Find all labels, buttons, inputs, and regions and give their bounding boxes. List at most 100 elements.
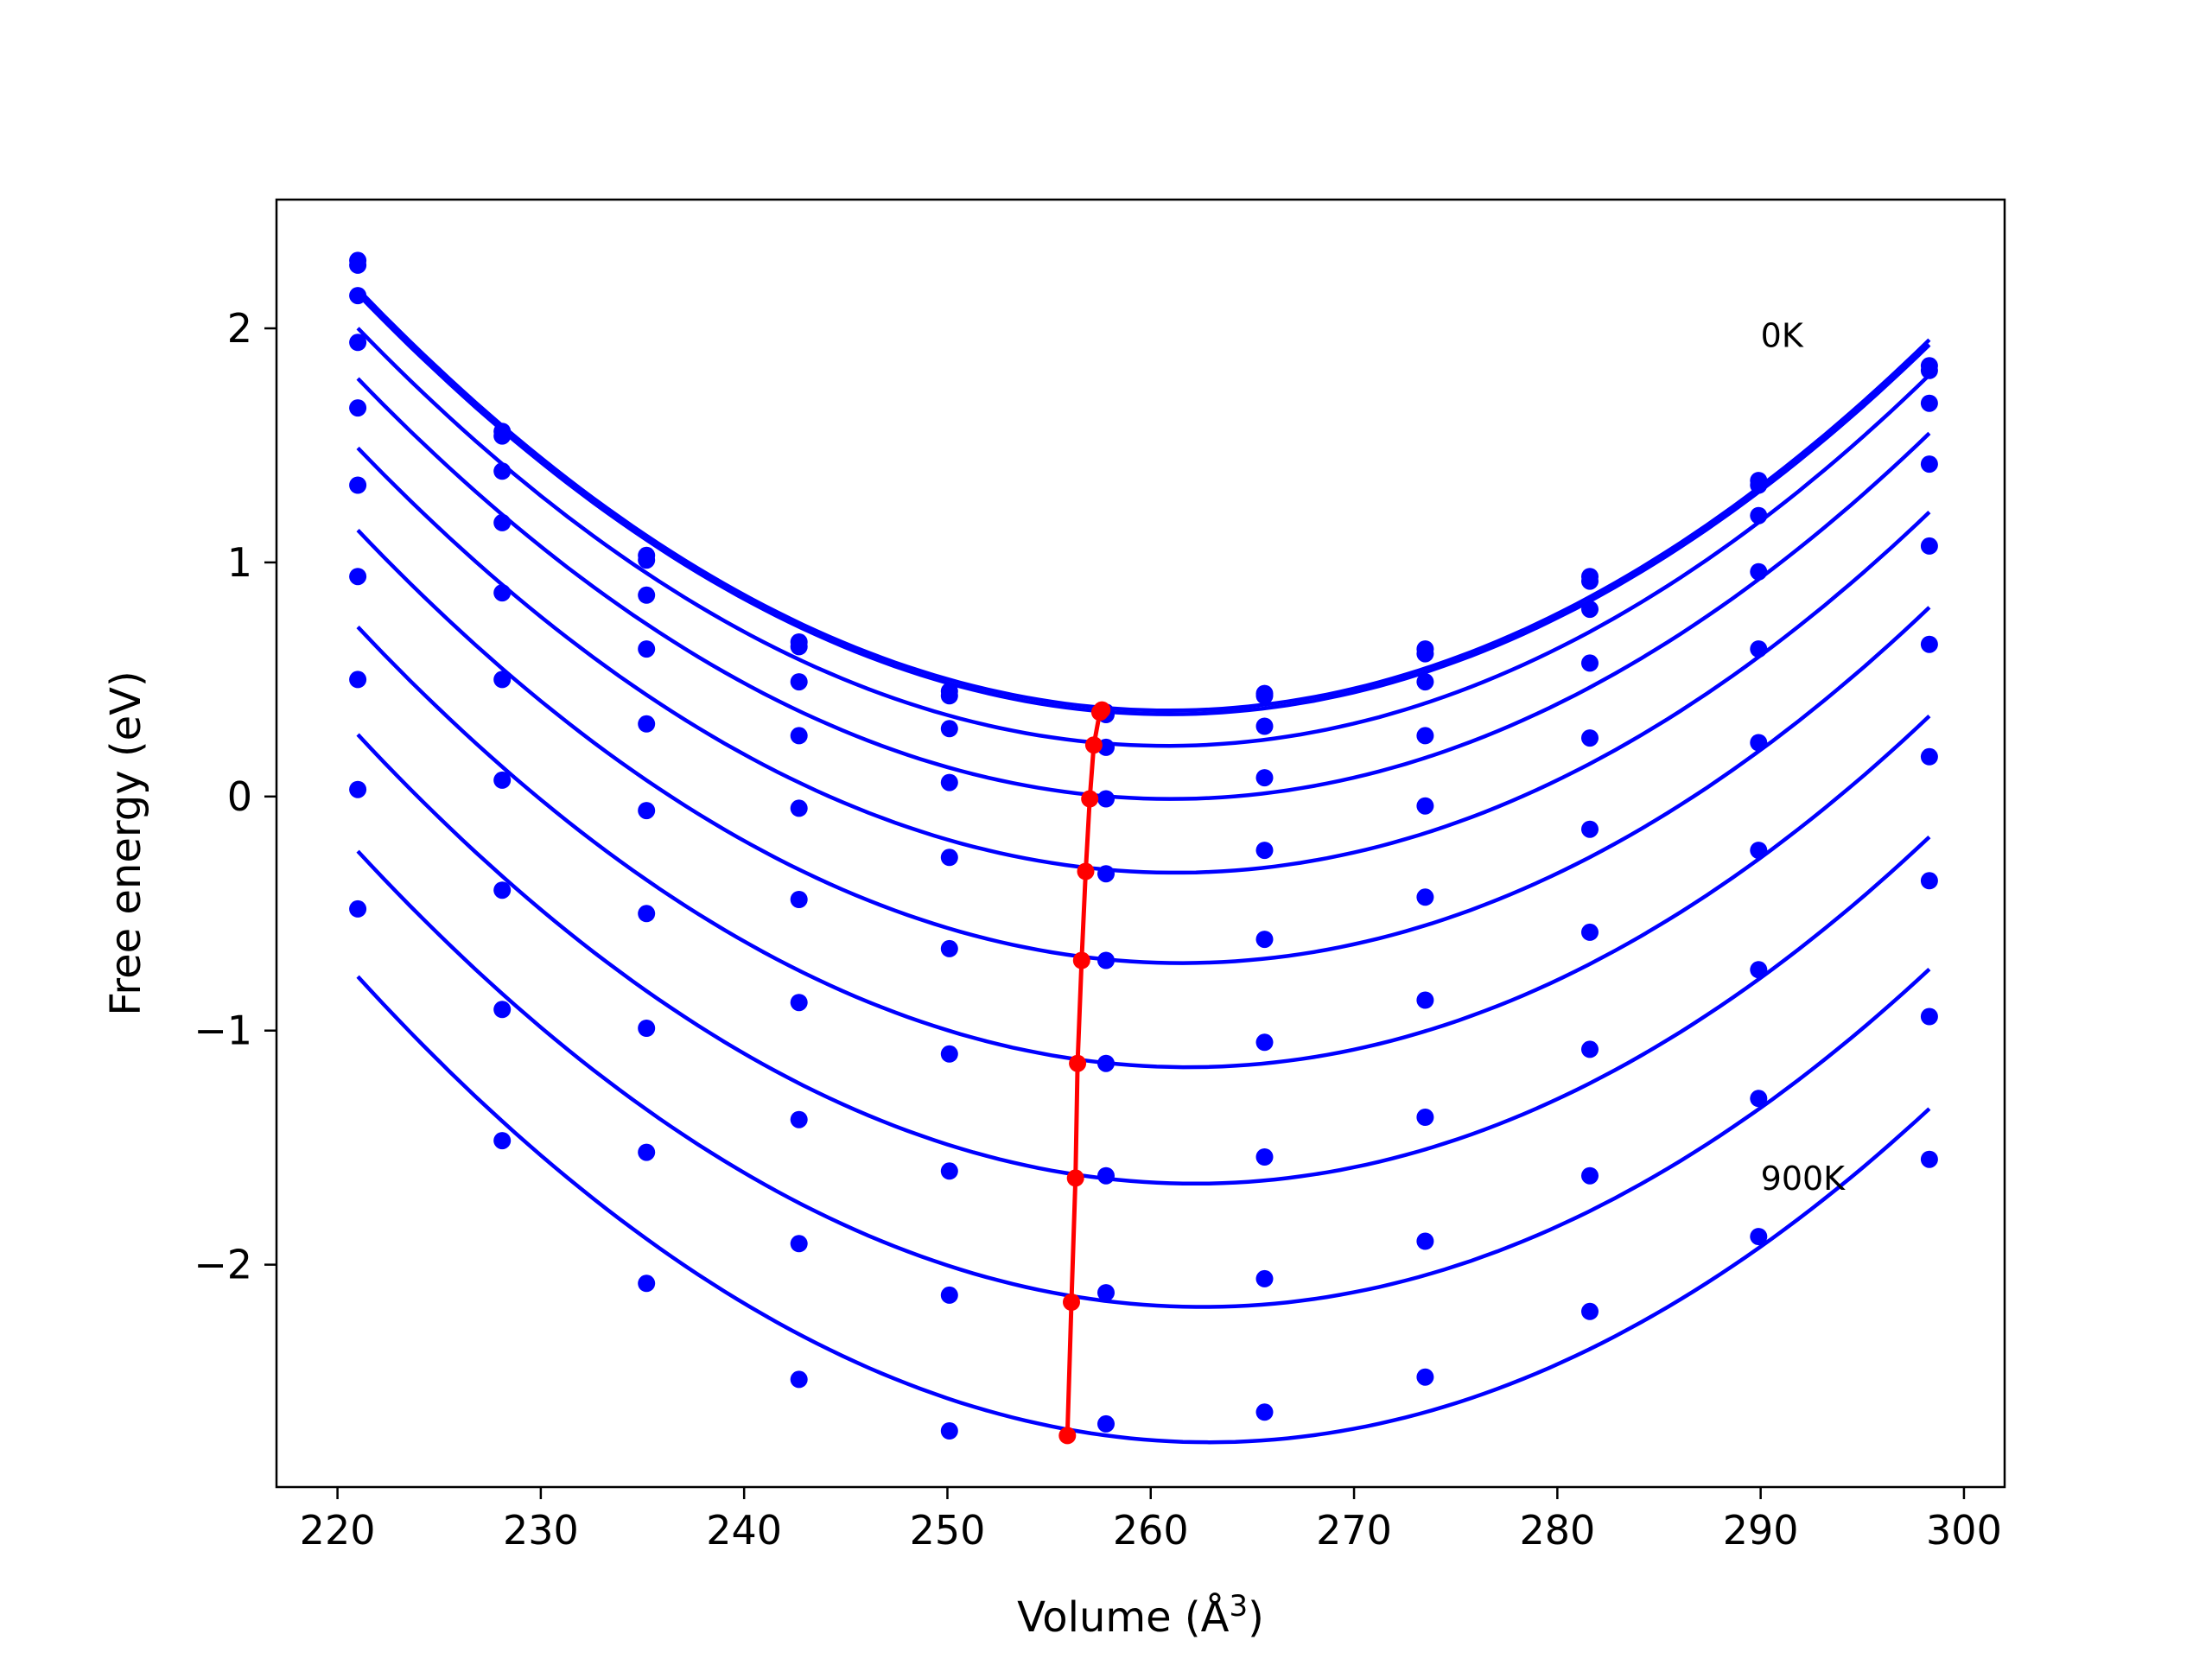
data-point-5-5 — [1097, 951, 1115, 969]
data-point-9-1 — [493, 1132, 512, 1150]
plot-area — [276, 200, 2005, 1487]
fit-curve-8 — [356, 849, 1931, 1309]
data-point-6-3 — [790, 994, 808, 1012]
data-point-7-2 — [638, 1020, 656, 1037]
data-point-7-6 — [1255, 1148, 1274, 1166]
x-tick-label-290: 290 — [1723, 1507, 1799, 1554]
x-axis-ticks: 220 230 240 250 260 270 280 290 300 — [300, 1487, 2002, 1554]
data-point-4-4 — [940, 849, 958, 867]
curves-layer — [349, 251, 1938, 1445]
annotation-0: 0K — [1761, 317, 1804, 355]
equilibrium-point-3 — [1081, 790, 1099, 808]
data-point-9-4 — [940, 1422, 958, 1440]
data-point-7-1 — [493, 881, 512, 899]
data-point-5-3 — [790, 891, 808, 908]
data-point-6-0 — [349, 568, 367, 586]
data-point-4-2 — [638, 715, 656, 733]
data-point-9-9 — [1750, 1228, 1768, 1246]
equilibrium-point-4 — [1077, 862, 1095, 880]
equilibrium-point-8 — [1063, 1294, 1080, 1311]
fit-curve-5 — [356, 529, 1931, 965]
x-tick-label-270: 270 — [1316, 1507, 1392, 1554]
data-point-2-0 — [349, 287, 367, 305]
data-point-2-2 — [638, 586, 656, 604]
data-point-2-9 — [1750, 506, 1768, 524]
data-point-1-10 — [1920, 361, 1938, 379]
y-axis-ticks: −2 −1 0 1 2 — [194, 305, 276, 1288]
data-point-8-8 — [1581, 1166, 1599, 1185]
data-point-8-3 — [790, 1235, 808, 1253]
data-point-2-4 — [940, 720, 958, 738]
x-tick-label-260: 260 — [1113, 1507, 1189, 1554]
data-point-7-0 — [349, 671, 367, 689]
data-point-4-1 — [493, 584, 512, 602]
data-point-6-7 — [1416, 991, 1434, 1009]
data-point-5-4 — [940, 939, 958, 957]
data-point-9-5 — [1097, 1414, 1115, 1433]
equilibrium-layer — [1058, 701, 1111, 1445]
data-point-7-8 — [1581, 1040, 1599, 1058]
data-point-5-10 — [1920, 635, 1938, 653]
data-point-7-3 — [790, 1110, 808, 1128]
data-point-8-6 — [1255, 1269, 1274, 1287]
data-point-6-8 — [1581, 923, 1599, 941]
equilibrium-point-7 — [1066, 1169, 1084, 1187]
data-point-4-0 — [349, 399, 367, 417]
data-point-3-8 — [1581, 654, 1599, 672]
data-point-1-7 — [1416, 645, 1434, 663]
data-point-5-1 — [493, 671, 512, 689]
data-point-8-9 — [1750, 1090, 1768, 1108]
data-point-4-10 — [1920, 537, 1938, 555]
equilibrium-point-5 — [1072, 951, 1090, 969]
equilibrium-point-9 — [1058, 1427, 1077, 1445]
data-point-9-8 — [1581, 1302, 1599, 1320]
data-point-1-2 — [638, 551, 656, 569]
data-point-6-4 — [940, 1045, 958, 1063]
x-axis-label-superscript: 3 — [1229, 1589, 1248, 1624]
equilibrium-line — [1065, 708, 1104, 1436]
data-point-8-2 — [638, 1143, 656, 1161]
y-tick-label-3: 1 — [227, 539, 252, 586]
fit-curve-0 — [356, 287, 1931, 713]
data-point-8-7 — [1416, 1232, 1434, 1250]
data-point-3-9 — [1750, 563, 1768, 581]
data-point-7-5 — [1097, 1166, 1115, 1185]
data-point-9-10 — [1920, 1150, 1938, 1168]
data-point-8-1 — [493, 1001, 512, 1019]
fit-curve-7 — [356, 733, 1931, 1186]
data-point-4-5 — [1097, 865, 1115, 883]
data-point-3-4 — [940, 773, 958, 791]
data-point-1-6 — [1255, 687, 1274, 705]
data-point-9-6 — [1255, 1403, 1274, 1421]
data-point-1-1 — [493, 427, 512, 445]
y-tick-label-0: −2 — [194, 1242, 252, 1288]
data-point-9-2 — [638, 1274, 656, 1293]
data-point-4-3 — [790, 799, 808, 817]
fit-curve-1 — [356, 292, 1931, 716]
data-point-7-7 — [1416, 1109, 1434, 1126]
fit-curve-6 — [356, 626, 1931, 1070]
data-point-3-5 — [1097, 790, 1115, 808]
data-point-3-6 — [1255, 769, 1274, 787]
data-point-8-4 — [940, 1286, 958, 1304]
data-point-6-1 — [493, 771, 512, 789]
data-point-1-9 — [1750, 476, 1768, 494]
data-point-1-3 — [790, 638, 808, 656]
data-point-4-9 — [1750, 640, 1768, 658]
data-point-5-2 — [638, 802, 656, 820]
equilibrium-point-1 — [1090, 703, 1109, 721]
data-point-6-2 — [638, 905, 656, 923]
data-point-5-6 — [1255, 931, 1274, 949]
fit-curve-4 — [356, 446, 1931, 875]
data-point-3-7 — [1416, 727, 1434, 745]
data-point-9-3 — [790, 1370, 808, 1389]
data-point-1-0 — [349, 256, 367, 274]
x-tick-label-240: 240 — [706, 1507, 782, 1554]
y-tick-label-1: −1 — [194, 1007, 252, 1054]
data-point-2-6 — [1255, 717, 1274, 735]
data-point-2-7 — [1416, 673, 1434, 691]
y-axis-label: Free energy (eV) — [102, 671, 150, 1015]
data-point-2-10 — [1920, 394, 1938, 412]
fit-curve-2 — [356, 327, 1931, 748]
